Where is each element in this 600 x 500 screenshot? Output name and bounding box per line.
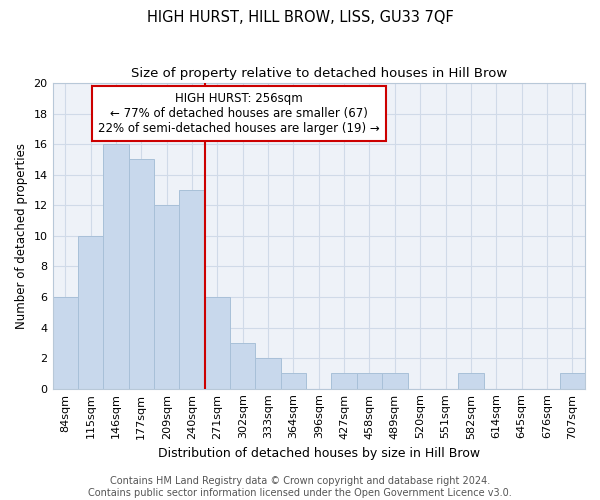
Bar xyxy=(281,374,306,388)
Bar xyxy=(256,358,281,388)
Title: Size of property relative to detached houses in Hill Brow: Size of property relative to detached ho… xyxy=(131,68,507,80)
Text: Contains HM Land Registry data © Crown copyright and database right 2024.
Contai: Contains HM Land Registry data © Crown c… xyxy=(88,476,512,498)
Bar xyxy=(205,297,230,388)
X-axis label: Distribution of detached houses by size in Hill Brow: Distribution of detached houses by size … xyxy=(158,447,480,460)
Y-axis label: Number of detached properties: Number of detached properties xyxy=(15,143,28,329)
Bar xyxy=(357,374,382,388)
Bar xyxy=(154,206,179,388)
Bar xyxy=(53,297,78,388)
Bar xyxy=(458,374,484,388)
Text: HIGH HURST: 256sqm
← 77% of detached houses are smaller (67)
22% of semi-detache: HIGH HURST: 256sqm ← 77% of detached hou… xyxy=(98,92,380,135)
Bar xyxy=(78,236,103,388)
Bar xyxy=(103,144,128,388)
Bar xyxy=(331,374,357,388)
Bar xyxy=(230,343,256,388)
Bar xyxy=(560,374,585,388)
Bar xyxy=(179,190,205,388)
Text: HIGH HURST, HILL BROW, LISS, GU33 7QF: HIGH HURST, HILL BROW, LISS, GU33 7QF xyxy=(146,10,454,25)
Bar xyxy=(382,374,407,388)
Bar xyxy=(128,160,154,388)
